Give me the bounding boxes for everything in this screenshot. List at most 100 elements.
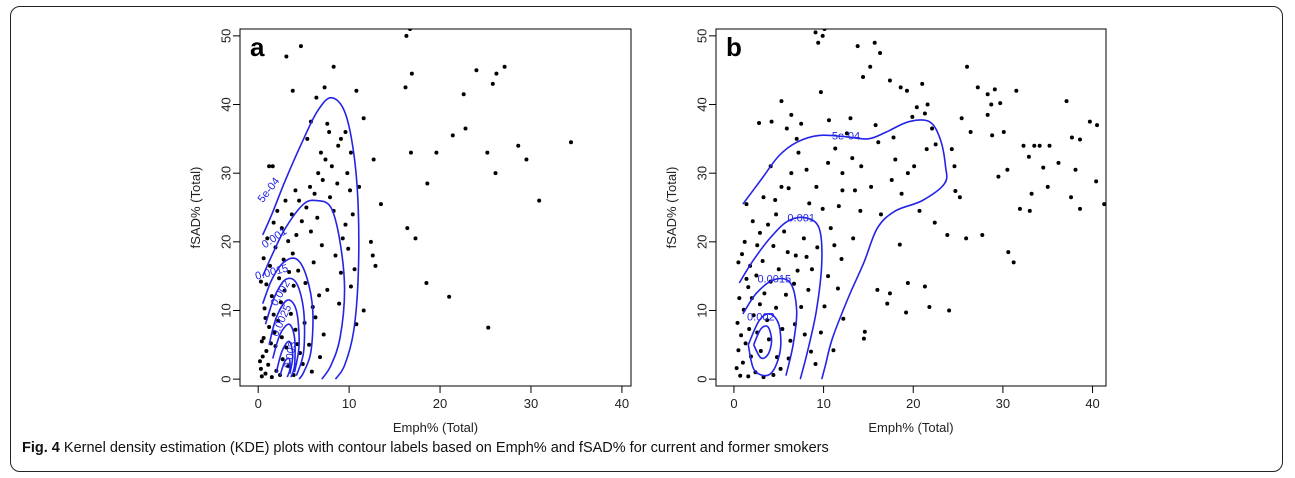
data-point (839, 256, 844, 261)
data-point (463, 126, 468, 131)
data-point (779, 99, 784, 104)
data-point (1045, 184, 1050, 189)
data-point (796, 150, 801, 155)
data-point (975, 85, 980, 90)
data-point (771, 373, 776, 378)
data-point (925, 102, 930, 107)
data-point (297, 198, 302, 203)
data-point (990, 133, 995, 138)
contour-label: 0.001 (787, 212, 815, 224)
data-point (1037, 143, 1042, 148)
data-point (1073, 167, 1078, 172)
data-point (1095, 123, 1100, 128)
data-point (260, 354, 265, 359)
data-point (370, 253, 375, 258)
data-point (1064, 99, 1069, 104)
y-axis-label: fSAD% (Total) (188, 167, 203, 249)
data-point (289, 212, 294, 217)
data-point (734, 366, 739, 371)
data-point (930, 126, 935, 131)
data-point (794, 136, 799, 141)
contour-label: 0.003 (283, 340, 300, 369)
data-point (920, 81, 925, 86)
data-point (809, 349, 814, 354)
data-point (766, 222, 770, 227)
data-point (322, 85, 327, 90)
data-point (317, 293, 322, 298)
data-point (516, 143, 521, 148)
data-point (320, 178, 325, 183)
data-point (265, 236, 270, 241)
data-point (409, 71, 414, 76)
y-axis-label: fSAD% (Total) (664, 167, 679, 249)
data-point (276, 318, 281, 323)
x-tick-label: 10 (816, 396, 830, 411)
data-point (490, 81, 495, 86)
data-point (275, 208, 280, 213)
data-point (840, 171, 845, 176)
data-point (282, 288, 287, 293)
x-axis-label: Emph% (Total) (393, 420, 478, 435)
data-point (757, 230, 762, 235)
data-point (331, 64, 336, 69)
data-point (889, 178, 894, 183)
data-point (434, 150, 439, 155)
data-point (876, 140, 881, 145)
data-point (314, 95, 319, 100)
data-point (875, 287, 880, 292)
data-point (891, 135, 896, 140)
x-tick-label: 10 (342, 396, 356, 411)
data-point (968, 129, 973, 134)
data-point (779, 184, 784, 189)
data-point (806, 287, 811, 292)
data-point (861, 75, 866, 80)
data-point (270, 164, 275, 169)
data-point (327, 129, 332, 134)
data-point (816, 40, 821, 45)
data-point (831, 348, 836, 353)
data-point (740, 360, 745, 365)
chart-panel-b: 0 10 20 30 40 0 10 20 30 40 50 Emph% (Total) fSAD% (… (664, 28, 1107, 435)
data-point (258, 279, 263, 284)
data-point (932, 220, 937, 225)
data-point (841, 316, 846, 321)
data-point (408, 29, 413, 31)
y-tick-label: 40 (694, 97, 709, 111)
data-point (319, 243, 324, 248)
data-point (813, 30, 818, 35)
data-point (949, 147, 954, 152)
data-point (345, 171, 350, 176)
y-tick-label: 50 (218, 29, 233, 43)
contour-line (279, 357, 291, 378)
contour-label: 5e-04 (256, 175, 283, 205)
data-point (826, 274, 831, 279)
data-point (378, 202, 383, 207)
data-point (828, 226, 833, 231)
data-point (357, 184, 362, 189)
data-point (740, 252, 744, 257)
data-point (820, 33, 825, 38)
data-point (1001, 129, 1006, 134)
data-point (316, 171, 321, 176)
data-point (1011, 260, 1016, 265)
data-point (736, 260, 741, 265)
data-point (329, 164, 334, 169)
data-point (985, 92, 990, 97)
data-point (291, 283, 296, 288)
data-point (750, 219, 755, 224)
data-point (924, 147, 929, 152)
data-point (872, 40, 877, 45)
data-point (773, 197, 778, 202)
data-point (751, 313, 756, 318)
data-point (804, 167, 809, 172)
data-point (294, 232, 299, 237)
data-point (760, 259, 765, 264)
data-point (333, 253, 338, 258)
data-point (486, 325, 491, 330)
data-point (413, 236, 418, 241)
plot-area (239, 28, 632, 387)
data-point (283, 198, 288, 203)
data-point (305, 136, 310, 141)
data-point (267, 164, 272, 169)
